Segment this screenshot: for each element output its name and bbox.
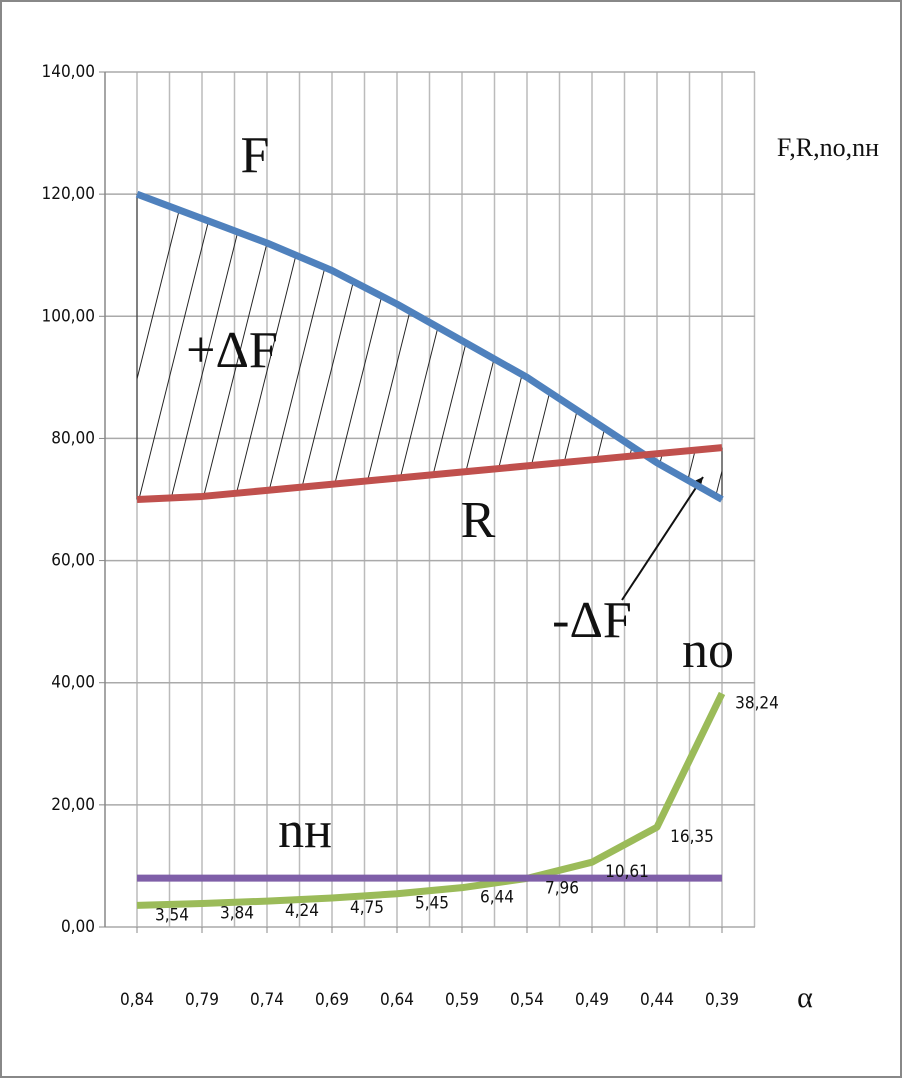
data-label: 6,44: [480, 888, 514, 908]
series-line: [136, 691, 726, 909]
data-label: 16,35: [670, 827, 714, 847]
x-tick-label: 0,54: [510, 990, 544, 1010]
x-tick-label: 0,84: [120, 990, 154, 1010]
y-tick-label: 80,00: [51, 428, 95, 448]
annotation: -ΔF: [552, 592, 632, 649]
y-tick-label: 120,00: [42, 184, 96, 204]
y-tick-label: 40,00: [51, 673, 95, 693]
data-label: 5,45: [415, 894, 449, 914]
series-label: F: [241, 127, 270, 184]
y-axis-label: F,R,nо,nн: [777, 133, 879, 162]
x-axis-label: α: [797, 981, 813, 1014]
x-tick-label: 0,74: [250, 990, 284, 1010]
hatch-line: [137, 194, 215, 500]
data-label: 3,54: [155, 905, 189, 925]
x-tick-label: 0,59: [445, 990, 479, 1010]
series-label: R: [461, 492, 496, 549]
x-tick-label: 0,64: [380, 990, 414, 1010]
x-tick-label: 0,49: [575, 990, 609, 1010]
y-tick-label: 0,00: [61, 917, 95, 937]
annotation: +ΔF: [186, 322, 278, 379]
x-tick-label: 0,39: [705, 990, 739, 1010]
data-label: 3,84: [220, 904, 254, 924]
data-label: 10,61: [605, 862, 649, 882]
series-line: [135, 190, 724, 503]
data-label: 38,24: [735, 693, 779, 713]
y-tick-label: 140,00: [42, 62, 96, 82]
y-tick-label: 100,00: [42, 306, 96, 326]
y-tick-label: 20,00: [51, 795, 95, 815]
x-tick-label: 0,69: [315, 990, 349, 1010]
series-label: nн: [278, 802, 332, 859]
data-label: 4,75: [350, 898, 384, 918]
data-label: 7,96: [545, 878, 579, 898]
arrow: [621, 476, 704, 601]
y-tick-label: 60,00: [51, 551, 95, 571]
series-label: nо: [682, 622, 734, 679]
series-line: [136, 444, 723, 503]
x-tick-label: 0,79: [185, 990, 219, 1010]
data-label: 4,24: [285, 901, 319, 921]
x-tick-label: 0,44: [640, 990, 674, 1010]
